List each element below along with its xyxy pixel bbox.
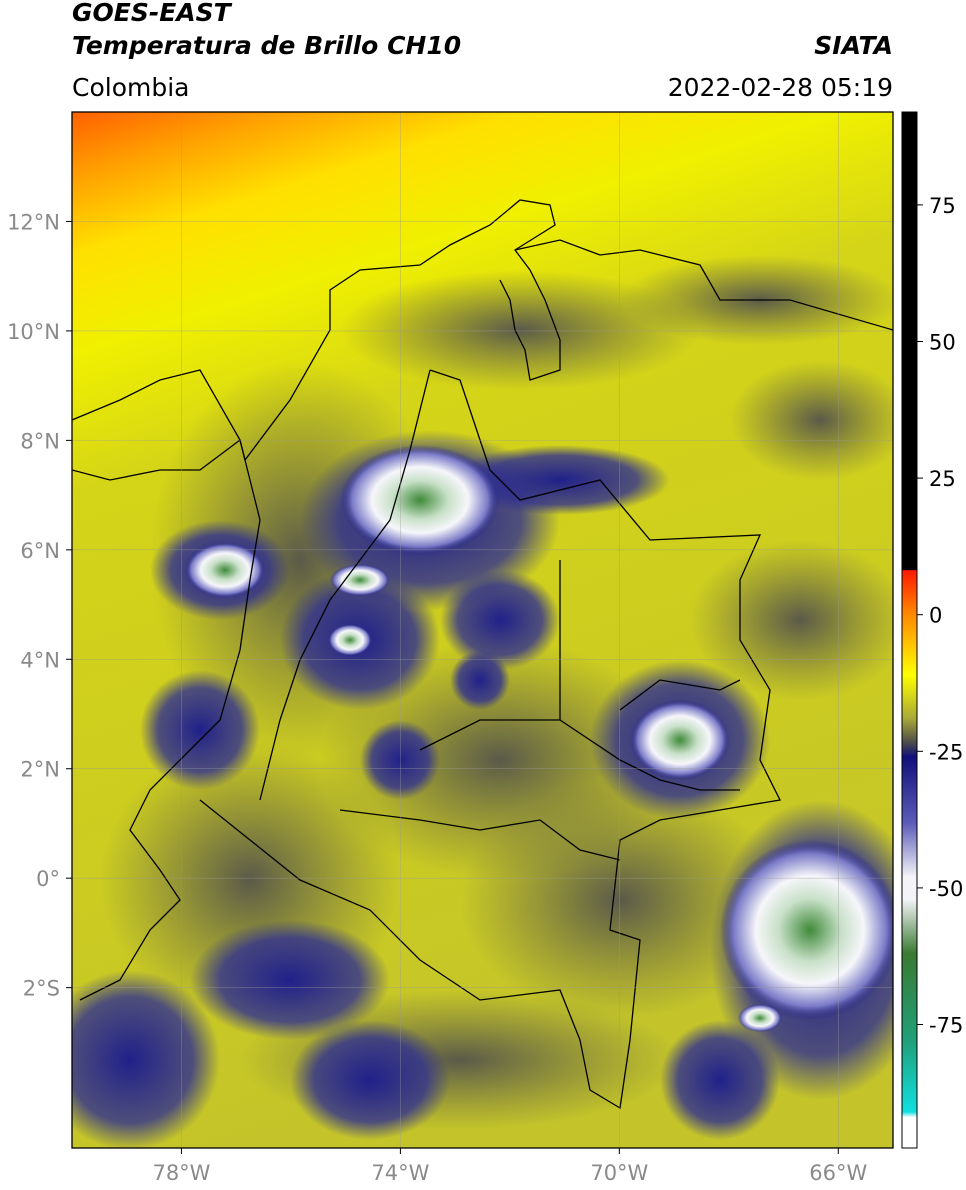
colorbar (901, 111, 918, 1149)
colorbar-tick-label: -25 (929, 740, 963, 764)
lat-tick-label: 4°N (20, 648, 60, 672)
colorbar-tick-label: 75 (929, 194, 956, 218)
lon-tick-label: 78°W (152, 1161, 210, 1185)
organization: SIATA (814, 31, 893, 60)
graticule (72, 112, 893, 1148)
lat-tick-label: 8°N (20, 429, 60, 453)
colorbar-tick-label: -50 (929, 877, 963, 901)
colorbar-tick-label: -75 (929, 1014, 963, 1038)
lat-tick-label: 6°N (20, 539, 60, 563)
title-line1: GOES-EAST (72, 0, 233, 27)
title-line2: Temperatura de Brillo CH10 (72, 31, 461, 60)
lon-tick-label: 70°W (590, 1161, 648, 1185)
lat-tick-label: 0° (36, 867, 60, 891)
map-frame (71, 111, 894, 1149)
colorbar-tick-label: 25 (929, 467, 956, 491)
lat-tick-label: 10°N (7, 320, 60, 344)
satellite-image (72, 112, 893, 1148)
timestamp: 2022-02-28 05:19 (668, 73, 893, 102)
lat-tick-label: 2°S (23, 977, 60, 1001)
lat-tick-label: 2°N (20, 758, 60, 782)
lat-tick-label: 12°N (7, 210, 60, 234)
lon-tick-label: 74°W (371, 1161, 429, 1185)
colorbar-tick-label: 50 (929, 330, 956, 354)
region: Colombia (72, 73, 189, 102)
lon-tick-label: 66°W (809, 1161, 867, 1185)
colorbar-tick-label: 0 (929, 604, 942, 628)
